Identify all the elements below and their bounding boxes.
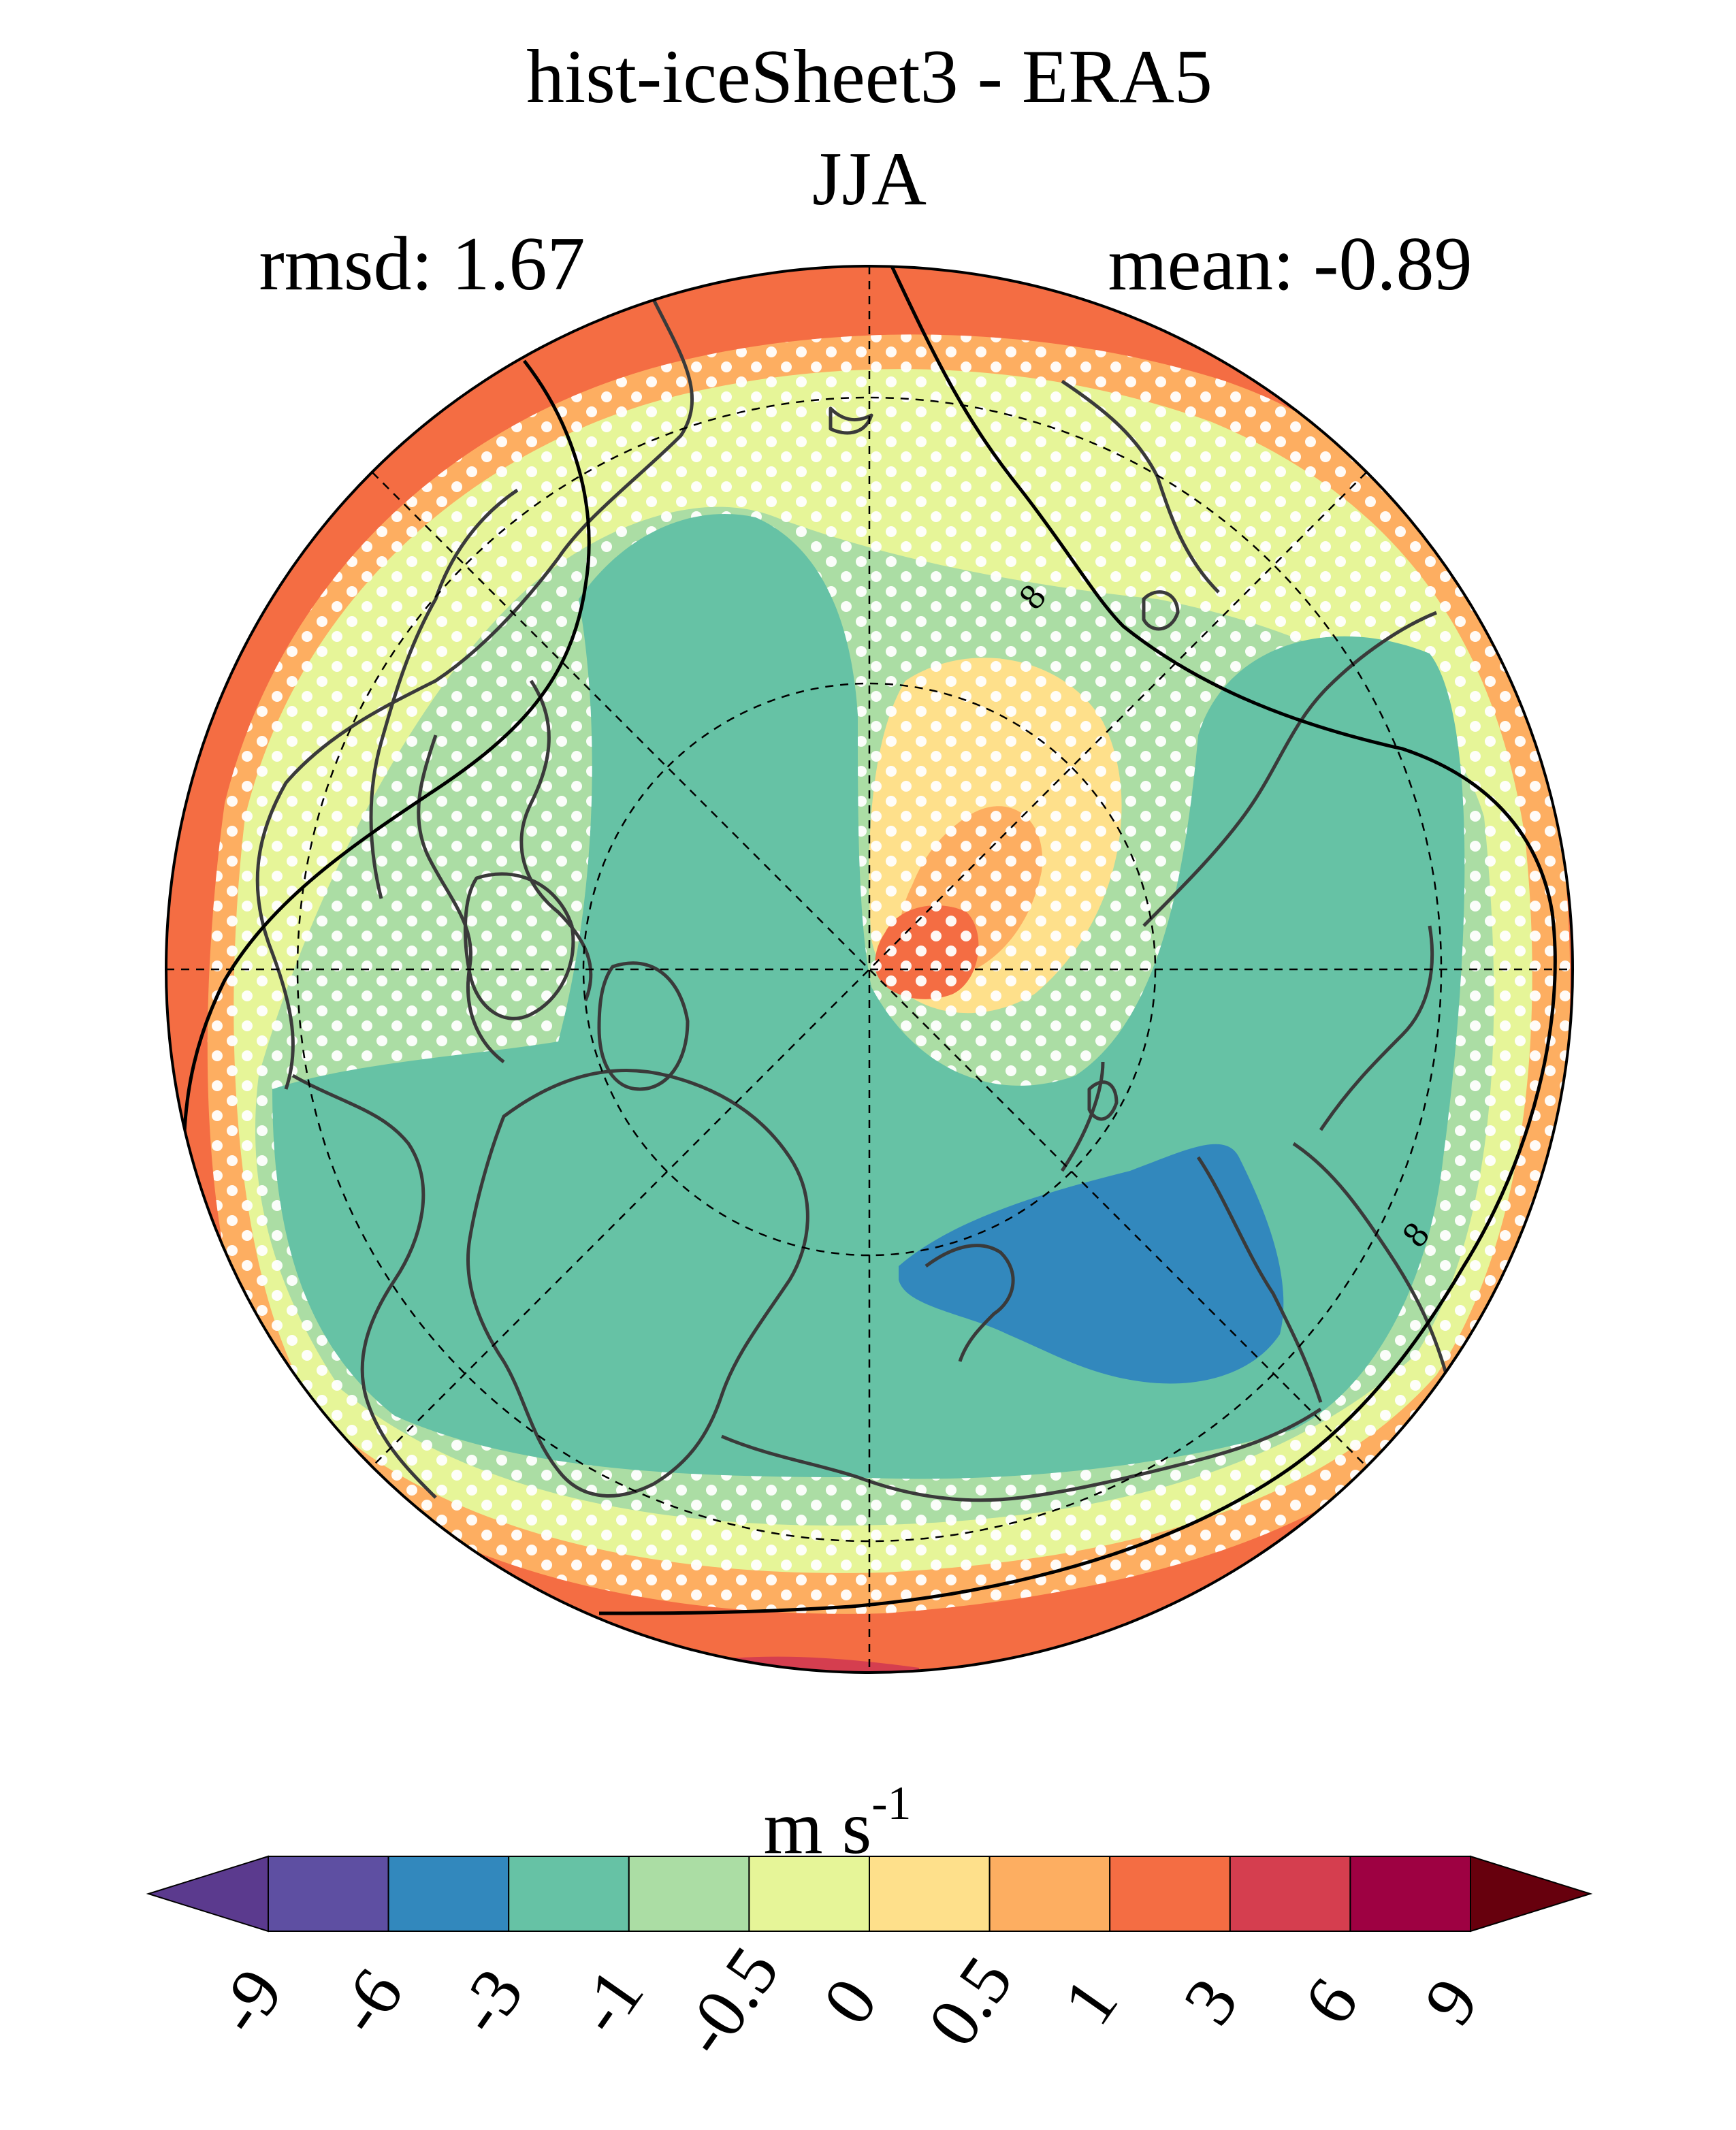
colorbar: m s-1 -9 -6 -3 -1 -0.5 0 0.5 1 3 6 9 <box>146 1777 1593 2070</box>
colorbar-cell <box>869 1856 991 1932</box>
field-negative-3 <box>899 1144 1284 1384</box>
colorbar-tick-label: 0.5 <box>913 1943 1028 2060</box>
rmsd-label: rmsd: 1.67 <box>259 222 585 306</box>
polar-map <box>166 266 1573 1673</box>
colorbar-tick-label: -0.5 <box>666 1933 794 2070</box>
stipple-significance <box>207 334 1571 1614</box>
colorbar-tick-label: -1 <box>561 1955 659 2048</box>
colorbar-tick-label: 1 <box>1048 1965 1133 2039</box>
contour-line <box>182 266 1557 1615</box>
colorbar-tick-label: 9 <box>1409 1965 1494 2039</box>
map-boundary <box>165 265 1574 1674</box>
colorbar-tick-label: 3 <box>1169 1965 1253 2039</box>
colorbar-cell <box>508 1856 630 1932</box>
map-title-line2: JJA <box>812 137 927 221</box>
coastlines <box>255 298 1452 1502</box>
map-title-line1: hist-iceSheet3 - ERA5 <box>526 35 1212 119</box>
colorbar-cell <box>748 1856 871 1932</box>
colorbar-cell <box>1229 1856 1351 1932</box>
colorbar-tick-label: -9 <box>200 1955 298 2048</box>
colorbar-tick-label: 6 <box>1289 1965 1373 2039</box>
graticule <box>166 266 1573 1673</box>
colorbar-cell <box>1109 1856 1231 1932</box>
colorbar-cell <box>387 1856 510 1932</box>
colorbar-unit-exponent: -1 <box>871 1777 911 1830</box>
colorbar-tick-label: -3 <box>440 1955 539 2048</box>
colorbar-cell <box>268 1856 389 1932</box>
colorbar-cell <box>1349 1856 1472 1932</box>
mean-label: mean: -0.89 <box>1108 222 1473 306</box>
colorbar-cell <box>628 1856 750 1932</box>
colorbar-under-arrow <box>146 1855 269 1933</box>
colorbar-over-arrow <box>1470 1855 1593 1933</box>
colorbar-tick-label: -6 <box>320 1955 418 2048</box>
colorbar-cell <box>988 1856 1111 1932</box>
colorbar-tick-label: 0 <box>808 1965 893 2039</box>
